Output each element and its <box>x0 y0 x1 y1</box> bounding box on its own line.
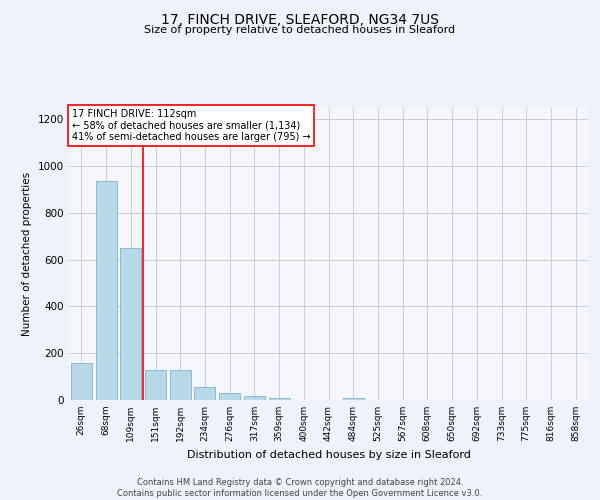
Bar <box>244 396 265 400</box>
Text: Contains HM Land Registry data © Crown copyright and database right 2024.
Contai: Contains HM Land Registry data © Crown c… <box>118 478 482 498</box>
Bar <box>71 362 92 400</box>
Text: 17 FINCH DRIVE: 112sqm
← 58% of detached houses are smaller (1,134)
41% of semi-: 17 FINCH DRIVE: 112sqm ← 58% of detached… <box>71 109 310 142</box>
Bar <box>95 181 116 400</box>
Bar <box>145 370 166 400</box>
Text: Size of property relative to detached houses in Sleaford: Size of property relative to detached ho… <box>145 25 455 35</box>
Bar <box>343 398 364 400</box>
Y-axis label: Number of detached properties: Number of detached properties <box>22 172 32 336</box>
Bar <box>194 387 215 400</box>
Bar <box>219 393 240 400</box>
X-axis label: Distribution of detached houses by size in Sleaford: Distribution of detached houses by size … <box>187 450 470 460</box>
Text: 17, FINCH DRIVE, SLEAFORD, NG34 7US: 17, FINCH DRIVE, SLEAFORD, NG34 7US <box>161 12 439 26</box>
Bar <box>120 248 141 400</box>
Bar <box>170 370 191 400</box>
Bar <box>269 398 290 400</box>
